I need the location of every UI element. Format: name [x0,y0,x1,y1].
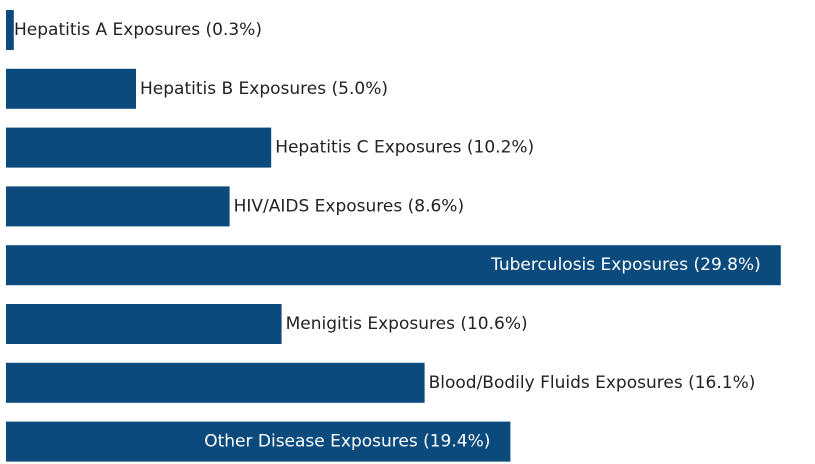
bar-label: HIV/AIDS Exposures (8.6%) [234,196,465,216]
value-label: (5.0%) [332,79,388,99]
bar [6,10,14,50]
bar [6,304,282,344]
bar [6,68,136,109]
value-label: (8.6%) [408,196,464,216]
category-label: Hepatitis A Exposures [14,20,200,40]
value-label: (0.3%) [206,20,262,40]
bar-label: Hepatitis C Exposures (10.2%) [275,138,534,158]
value-label: (19.4%) [423,432,490,452]
category-label: Tuberculosis Exposures [490,255,688,275]
bar [6,186,230,227]
category-label: Other Disease Exposures [204,432,418,452]
bar [6,362,425,403]
bar [6,421,511,462]
bar [6,245,781,286]
bar-label: Menigitis Exposures (10.6%) [286,314,528,334]
bar-label: Other Disease Exposures (19.4%) [204,432,490,452]
category-label: Hepatitis B Exposures [140,79,326,99]
category-label: HIV/AIDS Exposures [234,196,403,216]
value-label: (10.6%) [460,314,527,334]
bar-label: Hepatitis B Exposures (5.0%) [140,79,388,99]
category-label: Blood/Bodily Fluids Exposures [429,373,683,393]
bar-label: Blood/Bodily Fluids Exposures (16.1%) [429,373,756,393]
bar-label: Hepatitis A Exposures (0.3%) [14,20,262,40]
value-label: (29.8%) [694,255,761,275]
value-label: (16.1%) [688,373,755,393]
bar-label: Tuberculosis Exposures (29.8%) [490,255,761,275]
category-label: Hepatitis C Exposures [275,138,461,158]
category-label: Menigitis Exposures [286,314,455,334]
value-label: (10.2%) [467,138,534,158]
bar [6,127,272,168]
